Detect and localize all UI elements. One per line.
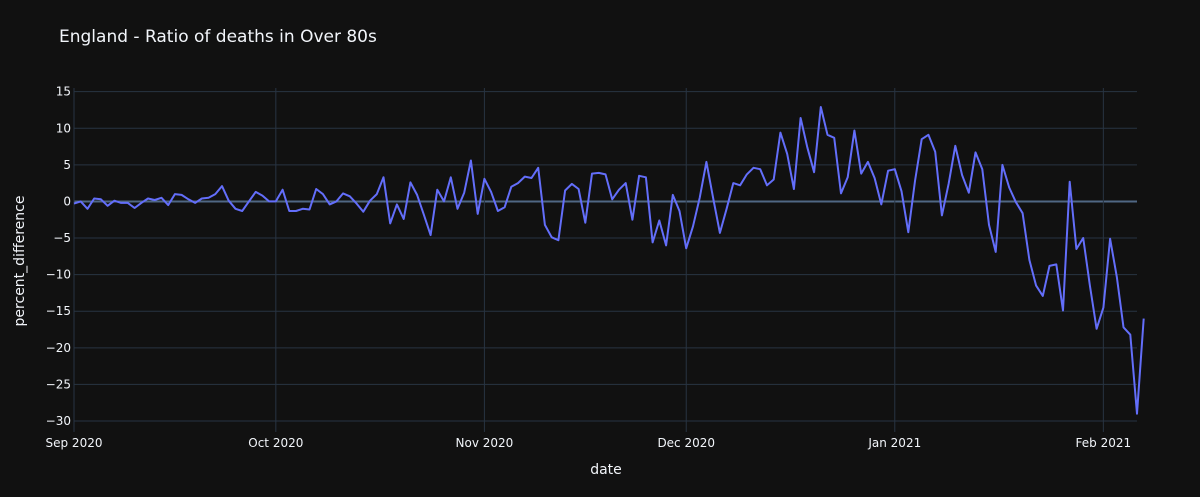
y-tick-label: −5 (53, 231, 71, 245)
x-tick-label: Oct 2020 (248, 436, 303, 450)
x-tick-label: Nov 2020 (456, 436, 514, 450)
chart-title: England - Ratio of deaths in Over 80s (59, 27, 377, 47)
x-axis-ticks: Sep 2020 Oct 2020 Nov 2020 Dec 2020 Jan 2021… (46, 436, 1132, 450)
x-tick-label: Jan 2021 (867, 436, 921, 450)
y-axis-ticks: 15 10 5 0 −5 −10 −15 −20 −25 −30 (46, 85, 71, 428)
y-tick-label: −15 (46, 304, 71, 318)
y-tick-label: −25 (46, 377, 71, 391)
y-axis-title: percent_difference (12, 196, 28, 327)
y-tick-label: −30 (46, 414, 71, 428)
y-tick-label: 0 (63, 194, 71, 208)
gridlines (73, 88, 1137, 432)
y-tick-label: 10 (56, 121, 71, 135)
series-line-0 (73, 106, 1145, 415)
y-tick-label: 5 (63, 158, 71, 172)
x-tick-label: Feb 2021 (1076, 436, 1132, 450)
x-axis-title: date (590, 462, 622, 478)
plot-area (73, 106, 1145, 415)
y-tick-label: −10 (46, 268, 71, 282)
x-tick-label: Sep 2020 (46, 436, 103, 450)
y-tick-label: −20 (46, 341, 71, 355)
x-tick-label: Dec 2020 (657, 436, 715, 450)
y-tick-label: 15 (56, 85, 71, 99)
